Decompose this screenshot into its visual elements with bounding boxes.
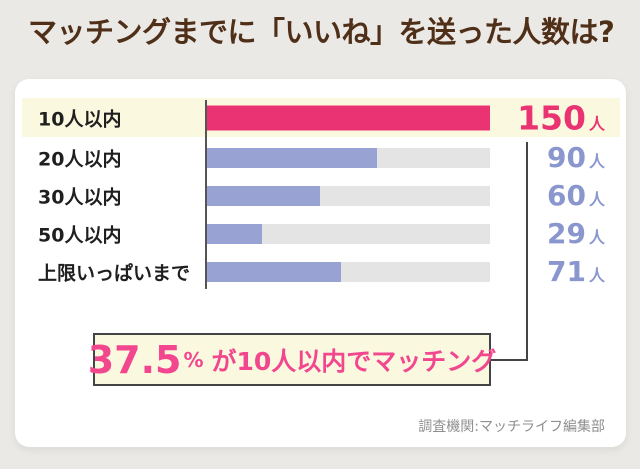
bar-fill <box>207 148 377 168</box>
callout-percent-symbol: % <box>183 347 204 372</box>
bar-track <box>207 262 490 282</box>
chart-row: 20人以内 90 人 <box>15 143 626 173</box>
unit-suffix: 人 <box>588 114 605 133</box>
bar-track <box>207 186 490 206</box>
value-label: 90 人 <box>547 144 605 172</box>
bar-fill <box>207 262 341 282</box>
bar-fill <box>207 224 262 244</box>
callout-text: が10人以内でマッチング <box>211 346 497 376</box>
callout-box: 37.5 % が10人以内でマッチング <box>88 333 496 386</box>
value-label: 29 人 <box>547 220 605 248</box>
source-credit: 調査機関:マッチライフ編集部 <box>418 419 605 435</box>
category-label: 10人以内 <box>38 108 122 130</box>
bar-track <box>207 148 490 168</box>
value-number: 150 <box>517 98 586 137</box>
unit-suffix: 人 <box>588 228 605 247</box>
unit-suffix: 人 <box>588 152 605 171</box>
category-label: 50人以内 <box>38 224 122 247</box>
bar-fill <box>207 186 321 206</box>
callout-percent: 37.5 <box>87 337 182 382</box>
chart-row: 上限いっぱいまで 71 人 <box>15 257 626 287</box>
value-number: 71 <box>547 255 586 288</box>
category-label: 30人以内 <box>38 186 122 209</box>
bar-track <box>207 105 490 130</box>
unit-suffix: 人 <box>588 266 605 285</box>
bar-fill <box>207 105 490 130</box>
page-title: マッチングまでに「いいね」を送った人数は? <box>28 15 615 49</box>
chart-row: 30人以内 60 人 <box>15 181 626 211</box>
value-label: 60 人 <box>547 182 605 210</box>
chart-card: 10人以内 150 人 20人以内 90 人 30人以内 <box>15 79 626 447</box>
bar-track <box>207 224 490 244</box>
category-label: 20人以内 <box>38 148 122 171</box>
chart-row: 50人以内 29 人 <box>15 219 626 249</box>
y-axis-line <box>205 100 207 289</box>
value-number: 90 <box>547 141 586 174</box>
chart-row: 10人以内 150 人 <box>15 98 626 137</box>
value-label: 71 人 <box>547 258 605 286</box>
category-label: 上限いっぱいまで <box>38 262 191 285</box>
value-label: 150 人 <box>517 101 605 134</box>
unit-suffix: 人 <box>588 190 605 209</box>
value-number: 60 <box>547 179 586 212</box>
connector-bracket <box>491 142 528 361</box>
value-number: 29 <box>547 217 586 250</box>
